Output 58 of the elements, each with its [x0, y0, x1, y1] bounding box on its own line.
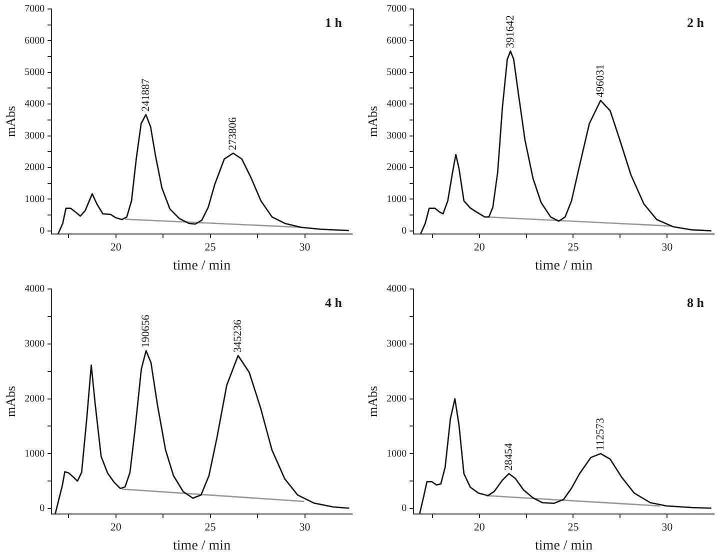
- y-tick-label: 3000: [386, 130, 407, 142]
- annotation: 4 h: [325, 294, 343, 310]
- y-tick-label: 2000: [386, 393, 407, 404]
- x-axis-title: time / min: [173, 538, 231, 554]
- y-tick-label: 7000: [24, 4, 45, 15]
- y-tick-label: 4000: [24, 98, 45, 110]
- y-tick-label: 0: [402, 503, 407, 514]
- x-axis-title: time / min: [535, 538, 593, 554]
- annotation: 345236: [232, 319, 244, 353]
- y-tick-label: 1000: [386, 448, 407, 460]
- y-tick-label: 4000: [386, 284, 407, 295]
- y-tick-label: 0: [40, 503, 45, 514]
- x-tick-label: 25: [568, 521, 580, 534]
- y-axis-title: mAbs: [3, 386, 18, 418]
- x-tick-label: 30: [299, 521, 311, 534]
- annotation: 2 h: [687, 14, 705, 30]
- x-axis-title: time / min: [535, 258, 593, 274]
- y-tick-label: 1000: [24, 194, 45, 205]
- y-tick-label: 6000: [24, 35, 45, 46]
- x-tick-label: 20: [474, 521, 486, 534]
- y-tick-label: 0: [40, 225, 45, 236]
- y-axis-title: mAbs: [365, 386, 380, 418]
- y-tick-label: 5000: [386, 67, 407, 78]
- x-tick-label: 20: [110, 241, 122, 254]
- x-tick-label: 30: [299, 241, 311, 254]
- annotation: 391642: [504, 15, 516, 48]
- x-tick-label: 30: [662, 241, 674, 254]
- x-tick-label: 25: [568, 241, 580, 254]
- y-tick-label: 6000: [386, 35, 407, 46]
- y-tick-label: 7000: [386, 4, 407, 15]
- y-tick-label: 2000: [24, 393, 45, 404]
- annotation: 273806: [227, 116, 240, 150]
- annotation: 241887: [140, 78, 152, 112]
- x-axis-title: time / min: [173, 258, 231, 274]
- y-tick-label: 2000: [386, 162, 407, 174]
- y-axis-title: mAbs: [3, 106, 18, 138]
- annotation: 112573: [594, 418, 606, 451]
- y-tick-label: 0: [402, 225, 407, 236]
- y-tick-label: 5000: [24, 67, 45, 78]
- annotation: 8 h: [687, 294, 705, 310]
- y-tick-label: 3000: [24, 338, 45, 350]
- x-tick-label: 30: [662, 521, 674, 534]
- x-tick-label: 20: [474, 241, 486, 254]
- x-tick-label: 25: [204, 241, 216, 254]
- y-tick-label: 1000: [24, 448, 45, 460]
- y-tick-label: 1000: [386, 194, 407, 205]
- y-tick-label: 4000: [24, 284, 45, 295]
- annotation: 28454: [502, 442, 515, 471]
- y-tick-label: 4000: [386, 98, 407, 110]
- annotation: 190656: [140, 314, 152, 348]
- annotation: 1 h: [325, 14, 343, 30]
- y-tick-label: 3000: [386, 338, 407, 350]
- annotation: 496031: [594, 64, 606, 98]
- y-axis-title: mAbs: [365, 106, 380, 138]
- y-tick-label: 3000: [24, 130, 45, 142]
- x-tick-label: 20: [110, 521, 122, 534]
- x-tick-label: 25: [204, 521, 216, 534]
- y-tick-label: 2000: [24, 162, 45, 174]
